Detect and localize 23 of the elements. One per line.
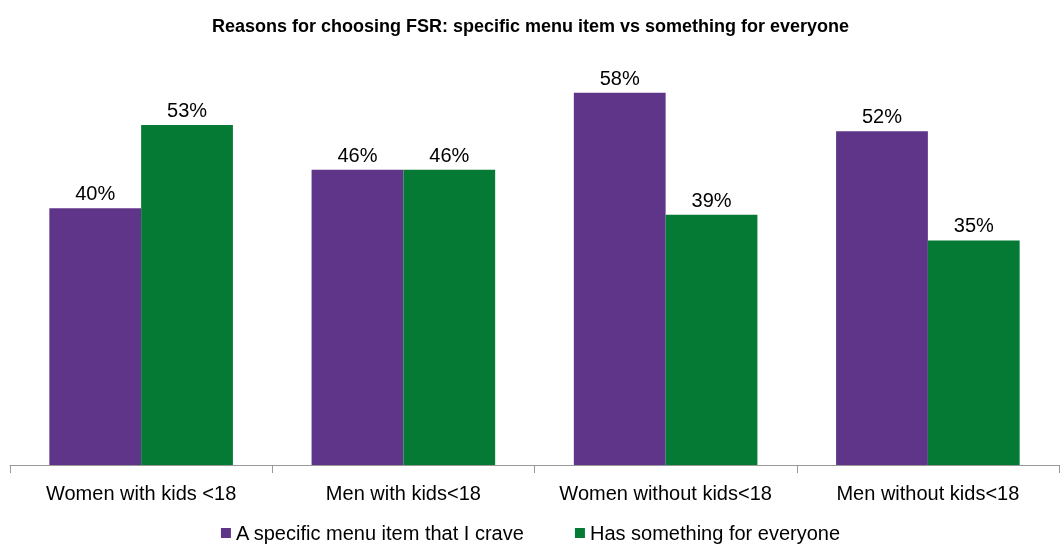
data-label: 46% xyxy=(429,143,470,166)
bar xyxy=(665,214,758,465)
chart-title: Reasons for choosing FSR: specific menu item vs something for everyone xyxy=(211,16,850,36)
bar xyxy=(927,240,1020,465)
data-label: 35% xyxy=(953,214,994,237)
data-label: 52% xyxy=(861,105,903,128)
x-tick-label: Women without kids<18 xyxy=(559,482,772,504)
legend-label: A specific menu item that I crave xyxy=(235,522,524,544)
legend-label: Has something for everyone xyxy=(589,522,841,544)
data-label: 46% xyxy=(337,143,378,166)
bar xyxy=(311,169,404,465)
data-label: 40% xyxy=(75,182,116,205)
data-label: 53% xyxy=(167,98,208,121)
x-tick-label: Women with kids <18 xyxy=(45,482,237,504)
bar xyxy=(836,131,928,465)
bar xyxy=(403,169,496,465)
bar xyxy=(49,208,142,465)
bar xyxy=(141,124,233,465)
bar xyxy=(573,92,666,465)
x-tick-label: Men with kids<18 xyxy=(325,482,481,504)
data-label: 58% xyxy=(599,66,640,89)
data-label: 39% xyxy=(691,188,732,211)
x-tick-label: Men without kids<18 xyxy=(836,482,1020,504)
